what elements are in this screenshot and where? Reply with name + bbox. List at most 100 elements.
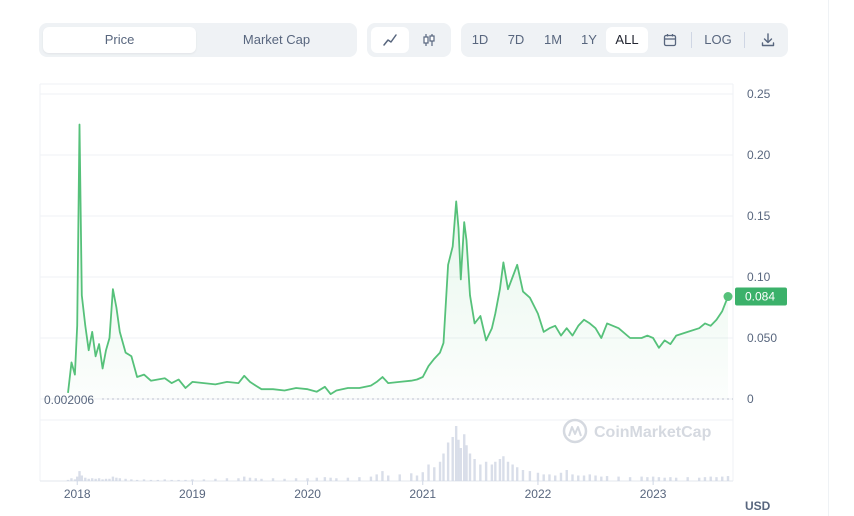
volume-bar bbox=[438, 461, 442, 481]
volume-bar bbox=[511, 464, 514, 481]
current-price-dot bbox=[723, 292, 733, 302]
x-axis-ticks: 2018 2019 2020 2021 2022 2023 bbox=[64, 481, 667, 501]
volume-bar bbox=[559, 472, 563, 481]
volume-bar bbox=[548, 474, 551, 481]
y-tick-label: 0.050 bbox=[747, 331, 777, 345]
range-1y-button[interactable]: 1Y bbox=[581, 32, 597, 47]
panel-divider bbox=[828, 0, 829, 516]
line-chart-icon bbox=[383, 34, 397, 46]
volume-bar bbox=[76, 476, 79, 481]
volume-bar bbox=[715, 477, 718, 481]
volume-bar bbox=[468, 453, 472, 481]
volume-bar bbox=[315, 477, 318, 481]
volume-bar bbox=[73, 479, 77, 481]
volume-bar bbox=[101, 479, 104, 481]
volume-bar bbox=[459, 448, 462, 481]
volume-bar bbox=[323, 477, 327, 481]
currency-label: USD bbox=[745, 499, 771, 513]
volume-bar bbox=[528, 471, 532, 481]
price-series-line bbox=[67, 123, 729, 395]
calendar-button[interactable] bbox=[654, 27, 686, 53]
volume-bar bbox=[108, 478, 111, 481]
volume-bar bbox=[542, 474, 545, 481]
y-tick-label: 0 bbox=[747, 392, 754, 406]
tab-market-cap[interactable]: Market Cap bbox=[242, 32, 311, 47]
volume-bar bbox=[463, 434, 466, 481]
candlestick-chart-button[interactable] bbox=[411, 27, 447, 53]
volume-bar bbox=[87, 478, 90, 481]
line-chart-button[interactable] bbox=[371, 27, 409, 53]
price-area-fill bbox=[68, 124, 728, 399]
volume-bar bbox=[721, 476, 724, 481]
coinmarketcap-logo-icon bbox=[562, 418, 588, 444]
tab-price[interactable]: Price bbox=[43, 27, 196, 53]
volume-bar bbox=[142, 479, 146, 481]
volume-bar bbox=[651, 476, 655, 481]
volume-bar bbox=[335, 478, 338, 481]
volume-bar bbox=[225, 478, 229, 481]
volume-bar bbox=[446, 442, 450, 481]
range-all-button[interactable]: ALL bbox=[606, 27, 648, 53]
volume-bar bbox=[577, 475, 580, 481]
chart-style-toggle bbox=[367, 23, 451, 57]
volume-bar bbox=[329, 477, 332, 481]
download-button[interactable] bbox=[752, 27, 784, 53]
volume-bar bbox=[521, 470, 525, 481]
range-toolbar: 1D 7D 1M 1Y ALL LOG bbox=[461, 23, 788, 57]
volume-bar bbox=[243, 476, 246, 481]
volume-bar bbox=[498, 459, 502, 481]
volume-bar bbox=[260, 478, 263, 481]
volume-bar bbox=[605, 476, 609, 481]
volume-bar bbox=[427, 464, 430, 481]
volume-bar bbox=[111, 476, 115, 481]
y-tick-label: 0.25 bbox=[747, 87, 771, 101]
volume-bar bbox=[640, 476, 643, 481]
x-tick-label: 2021 bbox=[409, 487, 436, 501]
volume-bar bbox=[565, 470, 568, 481]
current-price-label: 0.084 bbox=[745, 290, 775, 304]
volume-bar bbox=[594, 475, 597, 481]
volume-bar bbox=[398, 474, 401, 481]
range-7d-button[interactable]: 7D bbox=[507, 32, 525, 47]
volume-bar bbox=[433, 467, 436, 481]
volume-bar bbox=[80, 475, 84, 481]
range-1d-button[interactable]: 1D bbox=[471, 32, 489, 47]
volume-bar bbox=[115, 477, 118, 481]
volume-bar bbox=[709, 476, 712, 481]
volume-bars bbox=[66, 426, 730, 481]
volume-bar bbox=[149, 479, 153, 481]
volume-bar bbox=[657, 477, 661, 481]
y-tick-label: 0.20 bbox=[747, 148, 771, 162]
volume-bar bbox=[703, 477, 707, 481]
x-tick-label: 2018 bbox=[64, 487, 91, 501]
volume-bar bbox=[237, 478, 240, 481]
volume-bar bbox=[184, 479, 187, 481]
volume-bar bbox=[248, 477, 252, 481]
volume-bar bbox=[410, 473, 413, 481]
volume-bar bbox=[90, 478, 94, 481]
volume-bar bbox=[346, 477, 350, 481]
x-tick-label: 2022 bbox=[525, 487, 552, 501]
volume-bar bbox=[457, 439, 460, 481]
volume-bar bbox=[369, 476, 373, 481]
volume-bar bbox=[130, 479, 133, 481]
volume-bar bbox=[358, 477, 361, 481]
volume-bar bbox=[588, 474, 591, 481]
chart-type-toggle: Price Market Cap bbox=[39, 23, 357, 57]
volume-bar bbox=[70, 478, 73, 481]
range-1m-button[interactable]: 1M bbox=[543, 32, 563, 47]
volume-bar bbox=[294, 478, 298, 481]
volume-bar bbox=[536, 472, 540, 481]
volume-bar bbox=[484, 461, 488, 481]
volume-bar bbox=[191, 479, 194, 481]
volume-bar bbox=[84, 477, 87, 481]
log-scale-button[interactable]: LOG bbox=[704, 32, 732, 47]
volume-bar bbox=[78, 471, 81, 481]
current-price-badge bbox=[735, 287, 787, 306]
volume-bar bbox=[135, 479, 139, 481]
volume-bar bbox=[473, 459, 476, 481]
toolbar-separator bbox=[744, 32, 745, 48]
volume-bar bbox=[442, 453, 445, 481]
volume-bar bbox=[479, 464, 482, 481]
